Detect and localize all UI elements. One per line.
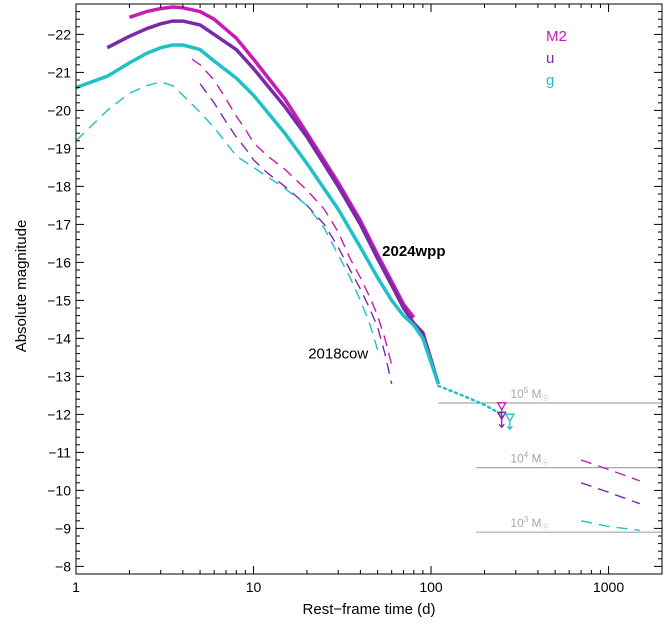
plot-frame bbox=[75, 3, 663, 575]
y-tick-label: −14 bbox=[47, 330, 71, 346]
label-2018cow: 2018cow bbox=[308, 346, 368, 363]
x-tick-label: 100 bbox=[419, 579, 443, 595]
upper-limit-marker bbox=[504, 413, 515, 431]
series-line-wpp_g bbox=[75, 43, 441, 385]
y-tick-label: −22 bbox=[47, 26, 71, 42]
series-line-cow_u bbox=[199, 83, 393, 385]
series-line-late_g bbox=[580, 520, 640, 531]
legend-entry-m2: M2 bbox=[546, 28, 567, 45]
series-line-wpp_g_late bbox=[437, 384, 503, 416]
y-tick-label: −18 bbox=[47, 178, 71, 194]
upper-limit-arrowhead bbox=[498, 423, 505, 429]
y-tick-label: −9 bbox=[55, 520, 71, 536]
mass-limit-label: 103 M☉ bbox=[510, 515, 548, 532]
upper-limit-arrowhead bbox=[506, 425, 513, 431]
y-tick-label: −21 bbox=[47, 64, 71, 80]
upper-limit-marker bbox=[496, 411, 507, 429]
upper-limit-triangle bbox=[496, 411, 507, 421]
series-line-cow_g bbox=[75, 81, 379, 351]
y-tick-label: −12 bbox=[47, 406, 71, 422]
series-line-late_u bbox=[580, 482, 641, 505]
label-2024wpp: 2024wpp bbox=[382, 243, 445, 260]
y-tick-label: −11 bbox=[48, 444, 71, 460]
y-tick-label: −13 bbox=[47, 368, 71, 384]
legend-entry-g: g bbox=[546, 72, 554, 89]
x-tick-label: 1 bbox=[72, 579, 80, 595]
y-tick-label: −20 bbox=[47, 102, 71, 118]
y-tick-label: −17 bbox=[47, 216, 71, 232]
upper-limit-triangle bbox=[504, 413, 515, 423]
y-axis-label: Absolute magnitude bbox=[13, 220, 30, 353]
series-line-wpp_M2 bbox=[128, 5, 416, 319]
x-tick-label: 1000 bbox=[593, 579, 624, 595]
series-line-wpp_u bbox=[106, 19, 441, 385]
series-line-late_M2 bbox=[580, 459, 641, 482]
y-tick-label: −15 bbox=[47, 292, 71, 308]
x-tick-label: 10 bbox=[246, 579, 262, 595]
series-line-cow_M2 bbox=[191, 58, 393, 366]
upper-limit-triangle bbox=[496, 402, 507, 412]
y-tick-label: −8 bbox=[55, 558, 71, 574]
mass-limit-label: 105 M☉ bbox=[510, 386, 548, 403]
y-tick-label: −16 bbox=[47, 254, 71, 270]
y-tick-label: −10 bbox=[47, 482, 71, 498]
legend-entry-u: u bbox=[546, 50, 554, 67]
y-tick-label: −19 bbox=[47, 140, 71, 156]
mass-limit-label: 104 M☉ bbox=[510, 451, 548, 468]
x-axis-label: Rest−frame time (d) bbox=[303, 601, 436, 618]
